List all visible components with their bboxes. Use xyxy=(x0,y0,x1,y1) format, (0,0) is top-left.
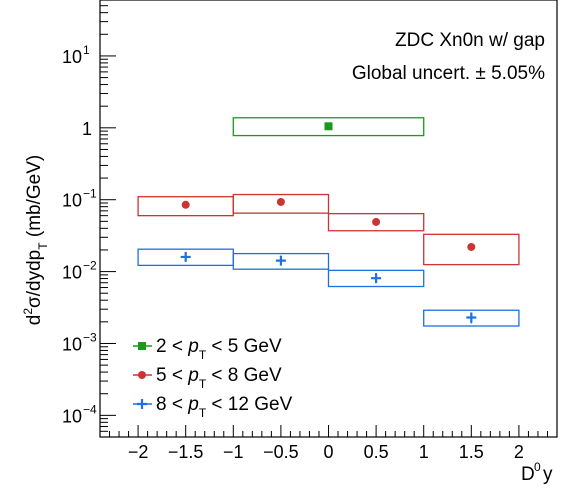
data-point xyxy=(325,122,333,130)
data-point xyxy=(181,252,191,262)
y-tick-exponent: 1 xyxy=(83,43,90,57)
x-tick-label: −1 xyxy=(223,442,244,462)
y-tick-exponent: −4 xyxy=(83,402,97,416)
legend-label: 8 < pT < 12 GeV xyxy=(156,394,293,420)
y-axis-label: d2σ/dydpT (mb/GeV) xyxy=(21,155,50,325)
y-tick-label: 10 xyxy=(62,406,82,426)
y-tick-label: 10 xyxy=(62,191,82,211)
data-point xyxy=(276,256,286,266)
y-tick-exponent: −2 xyxy=(83,259,97,273)
data-point xyxy=(466,312,476,322)
legend: 2 < pT < 5 GeV 5 < pT < 8 GeV 8 < pT < 12 … xyxy=(133,336,293,420)
svg-text:y: y xyxy=(543,464,553,485)
y-tick-label: 10 xyxy=(62,47,82,67)
data-point xyxy=(372,218,380,226)
annotation-dataset: ZDC Xn0n w/ gap xyxy=(395,30,545,51)
x-tick-label: 1 xyxy=(419,442,429,462)
y-tick-exponent: −3 xyxy=(83,330,97,344)
svg-text:0: 0 xyxy=(534,460,541,474)
x-tick-label: −1.5 xyxy=(168,442,204,462)
x-axis-label: D 0 y xyxy=(521,460,553,485)
legend-marker xyxy=(138,371,146,379)
y-tick-label: 10 xyxy=(62,263,82,283)
x-tick-label: −2 xyxy=(128,442,149,462)
x-tick-label: 0.5 xyxy=(364,442,389,462)
x-axis-ticks: −2 −1.5 −1 −0.5 0 0.5 1 1.5 2 xyxy=(100,425,557,462)
y-tick-label: 1 xyxy=(82,119,92,139)
x-tick-label: 0 xyxy=(323,442,333,462)
legend-label: 5 < pT < 8 GeV xyxy=(156,365,282,391)
svg-text:d2σ/dydpT (mb/GeV): d2σ/dydpT (mb/GeV) xyxy=(21,155,50,325)
y-tick-exponent: −1 xyxy=(83,187,97,201)
x-tick-label: 1.5 xyxy=(459,442,484,462)
svg-text:D: D xyxy=(521,464,535,485)
systematic-boxes xyxy=(138,118,519,326)
y-tick-label: 10 xyxy=(62,334,82,354)
legend-marker xyxy=(137,399,147,409)
annotation-global-uncertainty: Global uncert. ± 5.05% xyxy=(352,63,545,84)
x-tick-label: −0.5 xyxy=(263,442,299,462)
data-point xyxy=(182,201,190,209)
x-tick-label: 2 xyxy=(514,442,524,462)
legend-label: 2 < pT < 5 GeV xyxy=(156,336,282,362)
data-point xyxy=(371,273,381,283)
legend-marker xyxy=(138,342,146,350)
data-point xyxy=(467,243,475,251)
data-point xyxy=(277,198,285,206)
